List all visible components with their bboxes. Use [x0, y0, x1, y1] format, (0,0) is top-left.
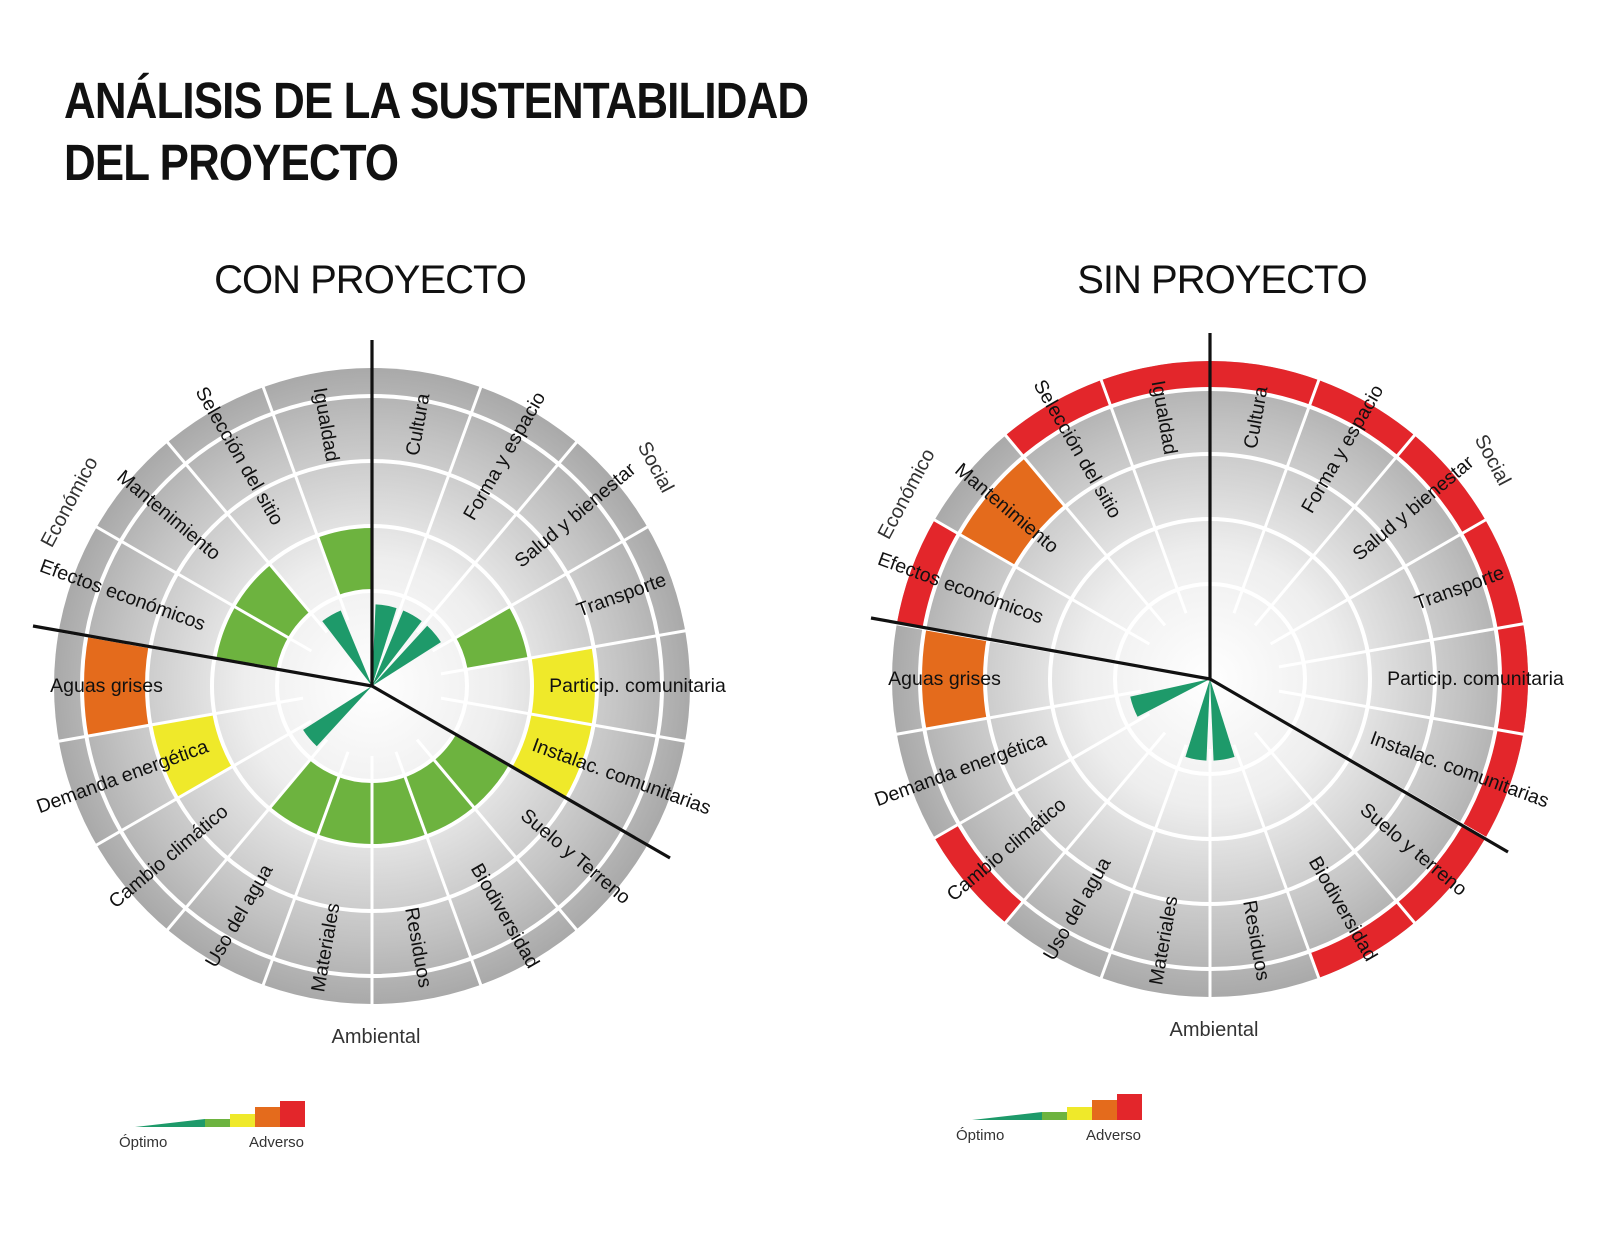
bar-biodiversidad [1309, 901, 1415, 978]
spoke-line [1099, 378, 1188, 614]
spoke-line [1003, 731, 1167, 925]
bar-igualdad [317, 526, 372, 597]
bar-materiales [317, 775, 372, 846]
spoke-line [1253, 731, 1417, 925]
spoke-line [394, 751, 483, 987]
bar-cultura [1210, 361, 1319, 407]
legend-swatch-level-5 [1117, 1094, 1142, 1120]
spoke-line [394, 385, 483, 621]
spoke-line [1278, 622, 1525, 669]
legend-swatch-level-2 [1042, 1112, 1067, 1120]
bar-transporte [454, 606, 530, 670]
spoke-line [1099, 744, 1188, 980]
spoke-line [1003, 433, 1167, 627]
spoke-line [415, 440, 579, 634]
spoke-line [1253, 433, 1417, 627]
bar-particip-comunitaria [529, 646, 597, 726]
spoke-line [261, 385, 350, 621]
legend-swatch-level-3 [1067, 1107, 1092, 1120]
bar-aguas-grises [82, 635, 151, 737]
page-title-line-1: ANÁLISIS DE LA SUSTENTABILIDAD [64, 72, 809, 129]
legend-swatch-level-4 [1092, 1100, 1117, 1120]
bar-salud-y-bienestar [1396, 435, 1486, 534]
spoke-line [94, 719, 313, 847]
bar-demanda-energetica [1130, 679, 1210, 717]
bar-uso-del-agua [269, 758, 340, 837]
bar-forma-y-espacio [372, 610, 422, 686]
page-title-line-2: DEL PROYECTO [64, 134, 399, 191]
dimension-label-economico: Económico [874, 445, 940, 543]
spoke-line [1232, 378, 1321, 614]
legend-min-label: Óptimo [956, 1127, 1004, 1144]
bar-seleccion-del-sitio [1005, 380, 1111, 457]
dimension-divider [870, 616, 1211, 681]
bar-cultura [372, 604, 397, 686]
legend-min-label: Óptimo [119, 1134, 167, 1151]
label-aguas-grises: Aguas grises [50, 675, 163, 697]
spoke-line [165, 738, 329, 932]
legend-con-proyecto: Óptimo Adverso [119, 1101, 305, 1151]
spoke-line [431, 525, 650, 653]
spoke-line [57, 696, 304, 743]
legend-max-label: Adverso [1086, 1127, 1141, 1144]
spoke-line [165, 440, 329, 634]
legend-sin-proyecto: Óptimo Adverso [956, 1094, 1142, 1144]
legend-swatch-level-1 [135, 1119, 205, 1127]
bar-efectos-economicos [214, 606, 290, 670]
spoke-line [932, 518, 1151, 646]
spoke-line [261, 751, 350, 987]
dimension-divider [32, 624, 373, 688]
spoke-line [1232, 744, 1321, 980]
label-particip-comunitaria: Particip. comunitaria [1387, 668, 1564, 690]
chart-title-con-proyecto: CON PROYECTO [214, 258, 527, 302]
bar-transporte [1461, 520, 1524, 629]
chart-title-sin-proyecto: SIN PROYECTO [1077, 258, 1368, 302]
dimension-divider [1209, 677, 1509, 854]
dimension-label-ambiental: Ambiental [332, 1026, 421, 1048]
label-particip-comunitaria: Particip. comunitaria [549, 675, 726, 697]
label-aguas-grises: Aguas grises [888, 668, 1001, 690]
spoke-line [1269, 518, 1488, 646]
bar-igualdad [1101, 361, 1210, 407]
dimension-divider [371, 684, 671, 860]
legend-swatch-level-5 [280, 1101, 305, 1127]
bar-materiales [1185, 679, 1210, 761]
legend-max-label: Adverso [249, 1134, 304, 1151]
bar-instalac-comunitarias [1461, 729, 1524, 838]
legend-swatch-level-4 [255, 1107, 280, 1127]
spoke-line [440, 696, 687, 743]
spoke-line [895, 689, 1142, 736]
bar-particip-comunitaria [1495, 623, 1528, 735]
spoke-line [415, 738, 579, 932]
spoke-line [1278, 689, 1525, 736]
bar-residuos [1210, 679, 1235, 761]
bar-efectos-economicos [896, 520, 959, 629]
bar-cambio-climatico [934, 824, 1024, 923]
dimension-label-ambiental: Ambiental [1170, 1019, 1259, 1041]
dimension-label-social: Social [1470, 431, 1515, 489]
dimension-label-social: Social [633, 438, 678, 496]
bar-cambio-climatico [303, 686, 372, 747]
spoke-line [932, 712, 1151, 840]
bar-seleccion-del-sitio [322, 610, 372, 686]
bar-suelo-y-terreno [1396, 824, 1486, 923]
legend-swatch-level-3 [230, 1114, 255, 1127]
bar-forma-y-espacio [1309, 380, 1415, 457]
legend-swatch-level-2 [205, 1119, 230, 1127]
bar-aguas-grises [920, 628, 989, 730]
legend-swatch-level-1 [972, 1112, 1042, 1120]
bar-mantenimiento [958, 456, 1066, 567]
bar-salud-y-bienestar [372, 625, 441, 686]
spoke-line [440, 629, 687, 676]
spoke-line [94, 525, 313, 653]
bar-biodiversidad [404, 758, 475, 837]
bar-residuos [372, 775, 427, 846]
page-title: ANÁLISIS DE LA SUSTENTABILIDAD DEL PROYE… [64, 70, 809, 194]
